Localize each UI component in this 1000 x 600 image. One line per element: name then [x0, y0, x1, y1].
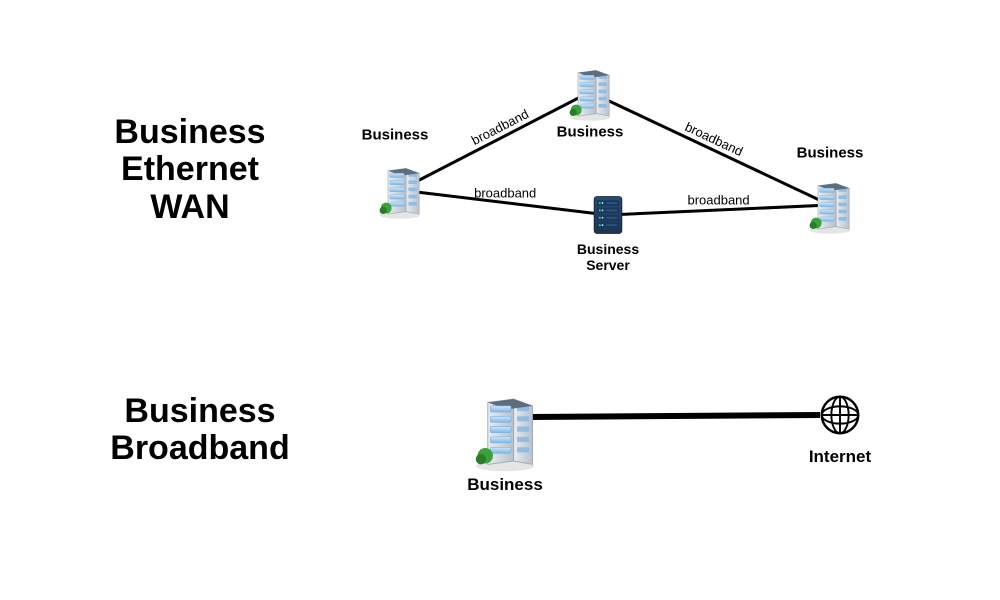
building-icon	[800, 175, 860, 235]
edge-label-wan-left-server: broadband	[474, 185, 536, 200]
heading-wan: BusinessEthernetWAN	[50, 114, 330, 226]
globe-icon	[816, 391, 864, 439]
server-icon	[585, 192, 631, 238]
building-icon	[370, 160, 430, 220]
node-label-broadband-internet: Internet	[809, 447, 871, 467]
heading-broadband: BusinessBroadband	[60, 393, 340, 468]
building-icon	[462, 387, 548, 473]
edge-wan-top-right	[590, 92, 830, 205]
building-icon	[560, 62, 620, 122]
node-label-wan-left: Business	[362, 127, 429, 144]
node-label-wan-right: Business	[797, 145, 864, 162]
edge-label-wan-server-right: broadband	[687, 193, 749, 208]
diagram-stage: BusinessEthernetWAN BusinessBroadband br…	[0, 0, 1000, 600]
node-label-wan-server: Business Server	[577, 241, 639, 273]
node-label-broadband-biz: Business	[467, 475, 543, 495]
network-lines-svg	[0, 0, 1000, 600]
edge-broadband-biz-internet	[530, 415, 820, 417]
node-label-wan-top: Business	[557, 124, 624, 141]
